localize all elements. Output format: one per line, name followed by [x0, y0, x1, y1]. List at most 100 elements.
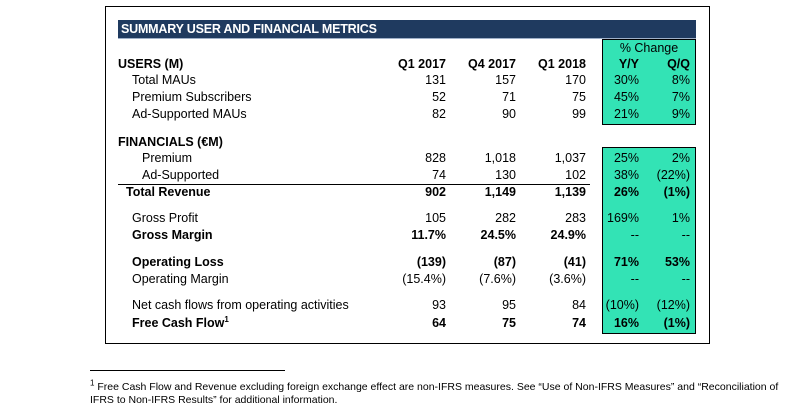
cell-qq: (12%)	[656, 298, 690, 312]
cell-qq: 1%	[671, 211, 690, 225]
cell-q4-2017: 130	[495, 168, 516, 182]
pct-change-header: % Change	[619, 41, 679, 55]
footnote: 1 Free Cash Flow and Revenue excluding f…	[90, 378, 790, 407]
row-label-text: Ad-Supported MAUs	[132, 107, 247, 121]
cell-q1-2017: 105	[425, 211, 446, 225]
footnote-text: Free Cash Flow and Revenue excluding for…	[90, 381, 779, 406]
cell-q1-2018: 74	[572, 316, 586, 330]
cell-q4-2017: 157	[495, 73, 516, 87]
row-label-text: Net cash flows from operating activities	[132, 298, 349, 312]
footnote-rule	[90, 370, 285, 371]
cell-qq: 53%	[664, 255, 690, 269]
cell-yy: 38%	[613, 168, 639, 182]
cell-yy: --	[630, 228, 639, 242]
cell-yy: 26%	[613, 185, 639, 199]
section-financials-label: FINANCIALS (€M)	[118, 135, 223, 149]
row-label: Ad-Supported	[142, 168, 219, 183]
row-label: Gross Profit	[132, 211, 198, 226]
col-header-q1-2018: Q1 2018	[538, 57, 586, 71]
footnote-ref: 1	[224, 314, 229, 324]
cell-yy: 16%	[613, 316, 639, 330]
cell-q4-2017: (87)	[493, 255, 516, 269]
row-label-text: Gross Margin	[132, 228, 213, 242]
row-label: Net cash flows from operating activities	[132, 298, 349, 313]
total-revenue-rule	[118, 184, 590, 185]
row-label-text: Operating Margin	[132, 272, 229, 286]
cell-q1-2017: 828	[425, 151, 446, 165]
cell-qq: (1%)	[663, 185, 690, 199]
row-label: Operating Loss	[132, 255, 224, 270]
cell-qq: 7%	[671, 90, 690, 104]
col-header-qq: Q/Q	[667, 57, 690, 71]
col-header-q4-2017: Q4 2017	[468, 57, 516, 71]
cell-q4-2017: 282	[495, 211, 516, 225]
pct-change-box-users	[602, 39, 696, 125]
report-title: SUMMARY USER AND FINANCIAL METRICS	[121, 22, 377, 36]
row-label: Premium	[142, 151, 192, 166]
cell-qq: (22%)	[656, 168, 690, 182]
cell-q1-2017: (15.4%)	[402, 272, 446, 286]
cell-yy: 30%	[613, 73, 639, 87]
cell-q4-2017: 75	[502, 316, 516, 330]
row-label: Operating Margin	[132, 272, 229, 287]
cell-q1-2017: 93	[432, 298, 446, 312]
cell-q4-2017: 90	[502, 107, 516, 121]
cell-q1-2017: 74	[432, 168, 446, 182]
cell-qq: --	[681, 228, 690, 242]
col-header-yy: Y/Y	[618, 57, 639, 71]
footnote-marker: 1	[90, 378, 95, 388]
cell-q1-2018: 170	[565, 73, 586, 87]
cell-q1-2018: 75	[572, 90, 586, 104]
cell-q1-2017: 82	[432, 107, 446, 121]
section-users-label: USERS (M)	[118, 57, 184, 71]
cell-q1-2018: 283	[565, 211, 586, 225]
cell-q4-2017: 1,018	[484, 151, 516, 165]
row-label: Total MAUs	[132, 73, 196, 88]
report-frame	[105, 6, 710, 344]
cell-q1-2018: 1,037	[554, 151, 586, 165]
row-label: Free Cash Flow1	[132, 314, 229, 331]
row-label-text: Total Revenue	[126, 185, 211, 199]
cell-q1-2017: 11.7%	[411, 228, 446, 242]
cell-q1-2017: (139)	[416, 255, 446, 269]
row-label-text: Ad-Supported	[142, 168, 220, 182]
cell-yy: 45%	[613, 90, 639, 104]
cell-qq: --	[681, 272, 690, 286]
cell-yy: 71%	[613, 255, 639, 269]
cell-yy: 25%	[613, 151, 639, 165]
cell-yy: 21%	[613, 107, 639, 121]
cell-q1-2018: 102	[565, 168, 586, 182]
row-label-text: Operating Loss	[132, 255, 224, 269]
cell-q4-2017: 71	[502, 90, 516, 104]
row-label-text: Free Cash Flow	[132, 316, 225, 330]
cell-q1-2018: 1,139	[554, 185, 586, 199]
cell-q1-2017: 131	[425, 73, 446, 87]
cell-q4-2017: (7.6%)	[479, 272, 516, 286]
cell-q1-2017: 902	[425, 185, 446, 199]
col-header-q1-2017: Q1 2017	[398, 57, 446, 71]
cell-q1-2017: 64	[432, 316, 446, 330]
cell-q4-2017: 24.5%	[480, 228, 516, 242]
cell-yy: --	[630, 272, 639, 286]
cell-q4-2017: 95	[502, 298, 516, 312]
cell-q1-2017: 52	[432, 90, 446, 104]
cell-qq: 9%	[671, 107, 690, 121]
cell-yy: 169%	[607, 211, 639, 225]
cell-q1-2018: 24.9%	[550, 228, 586, 242]
cell-qq: 8%	[671, 73, 690, 87]
row-label-text: Gross Profit	[132, 211, 198, 225]
row-label-text: Premium	[142, 151, 193, 165]
row-label: Premium Subscribers	[132, 90, 251, 105]
row-label-text: Premium Subscribers	[132, 90, 252, 104]
cell-yy: (10%)	[605, 298, 639, 312]
cell-q1-2018: 84	[572, 298, 586, 312]
cell-q1-2018: (3.6%)	[549, 272, 586, 286]
pct-change-box-financials	[602, 147, 696, 334]
cell-q1-2018: 99	[572, 107, 586, 121]
cell-qq: 2%	[671, 151, 690, 165]
row-label: Total Revenue	[126, 185, 211, 200]
cell-qq: (1%)	[663, 316, 690, 330]
cell-q1-2018: (41)	[563, 255, 586, 269]
title-banner: SUMMARY USER AND FINANCIAL METRICS	[118, 20, 696, 39]
cell-q4-2017: 1,149	[484, 185, 516, 199]
